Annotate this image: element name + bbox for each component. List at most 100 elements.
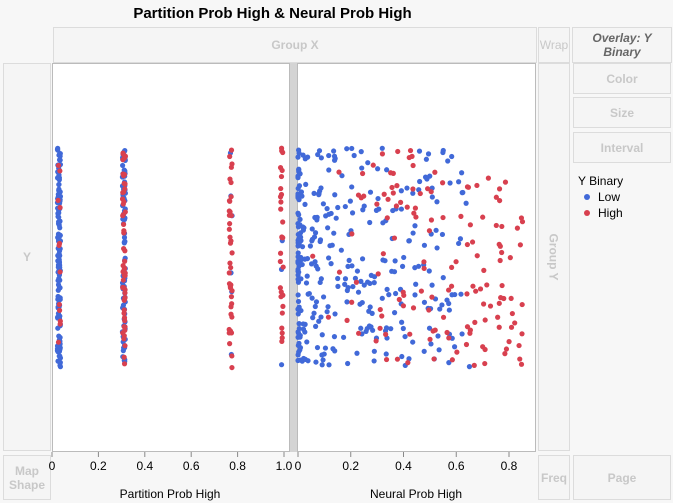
- point-high: [228, 212, 235, 219]
- point-low: [305, 358, 311, 364]
- point-high: [481, 301, 487, 307]
- point-high: [57, 168, 63, 174]
- page-zone[interactable]: Page: [573, 455, 671, 500]
- point-low: [354, 268, 361, 274]
- point-low: [319, 352, 325, 358]
- point-low: [349, 145, 355, 152]
- legend-item-high[interactable]: High: [584, 206, 623, 220]
- point-low: [305, 154, 311, 160]
- point-low: [320, 294, 327, 300]
- point-low: [386, 292, 392, 298]
- point-high: [370, 162, 376, 168]
- y-zone[interactable]: Y: [3, 63, 51, 451]
- point-high: [496, 241, 502, 247]
- point-high: [278, 199, 284, 205]
- x-axis-title[interactable]: Neural Prob High: [369, 487, 463, 501]
- point-low: [56, 172, 62, 178]
- point-low: [57, 313, 63, 319]
- legend-item-low[interactable]: Low: [584, 190, 623, 204]
- point-high: [417, 190, 423, 197]
- legend: Y Binary Low High: [578, 174, 623, 220]
- point-low: [315, 151, 321, 158]
- point-high: [356, 330, 362, 336]
- point-low: [412, 265, 418, 271]
- point-high: [496, 300, 502, 306]
- point-low: [299, 244, 306, 250]
- point-high: [122, 343, 128, 349]
- point-low: [295, 334, 301, 340]
- point-low: [295, 154, 301, 160]
- point-high: [57, 321, 63, 327]
- point-high: [121, 171, 128, 178]
- point-low: [316, 318, 322, 324]
- point-low: [296, 212, 302, 218]
- point-high: [407, 331, 413, 337]
- point-low: [55, 348, 61, 354]
- point-high: [359, 170, 366, 177]
- group-y-zone[interactable]: Group Y: [538, 63, 570, 451]
- point-high: [464, 324, 471, 330]
- point-high: [277, 258, 283, 265]
- point-high: [412, 205, 418, 211]
- point-low: [300, 224, 306, 230]
- point-low: [426, 325, 433, 331]
- legend-title: Y Binary: [578, 174, 624, 188]
- point-high: [440, 314, 447, 320]
- point-high: [377, 306, 383, 313]
- freq-zone[interactable]: Freq: [538, 455, 570, 500]
- point-high: [278, 289, 284, 295]
- point-high: [464, 291, 470, 297]
- point-high: [474, 182, 480, 189]
- point-low: [56, 181, 62, 188]
- point-high: [509, 310, 515, 317]
- x-axis-title[interactable]: Partition Prob High: [119, 487, 221, 501]
- point-high: [404, 204, 410, 210]
- x-tick-label: 0.2: [342, 459, 360, 473]
- point-low: [417, 178, 423, 185]
- point-high: [474, 253, 480, 259]
- point-low: [342, 281, 348, 287]
- point-high: [508, 324, 515, 330]
- point-low: [332, 311, 338, 317]
- map-shape-zone[interactable]: Map Shape: [3, 455, 51, 500]
- size-zone[interactable]: Size: [573, 97, 671, 128]
- panel-divider[interactable]: [290, 63, 297, 452]
- point-high: [396, 296, 402, 303]
- point-high: [484, 282, 490, 288]
- point-high: [55, 339, 62, 345]
- point-high: [229, 353, 235, 359]
- group-x-zone[interactable]: Group X: [53, 27, 537, 63]
- point-high: [391, 235, 398, 241]
- overlay-zone[interactable]: Overlay: Y Binary: [572, 27, 672, 63]
- point-low: [332, 192, 338, 198]
- point-low: [358, 325, 364, 331]
- point-high: [229, 364, 235, 371]
- wrap-zone[interactable]: Wrap: [538, 27, 570, 63]
- point-high: [465, 184, 472, 190]
- color-zone[interactable]: Color: [573, 63, 671, 94]
- point-high: [227, 260, 233, 266]
- point-low: [382, 258, 388, 264]
- point-high: [389, 184, 395, 191]
- point-high: [482, 360, 488, 367]
- interval-zone[interactable]: Interval: [573, 132, 671, 163]
- point-low: [335, 275, 341, 282]
- point-high: [278, 294, 284, 300]
- point-high: [498, 295, 504, 301]
- point-high: [418, 288, 424, 294]
- point-high: [388, 170, 394, 176]
- point-high: [227, 234, 233, 240]
- point-low: [440, 275, 446, 281]
- point-low: [375, 195, 381, 202]
- point-low: [311, 190, 317, 196]
- point-low: [324, 309, 330, 315]
- point-low: [428, 341, 434, 347]
- point-low: [350, 283, 356, 290]
- point-low: [302, 256, 308, 262]
- point-low: [296, 325, 302, 332]
- point-low: [307, 243, 313, 249]
- point-high: [277, 194, 284, 200]
- point-low: [401, 254, 407, 261]
- point-low: [349, 210, 356, 216]
- point-high: [446, 335, 452, 341]
